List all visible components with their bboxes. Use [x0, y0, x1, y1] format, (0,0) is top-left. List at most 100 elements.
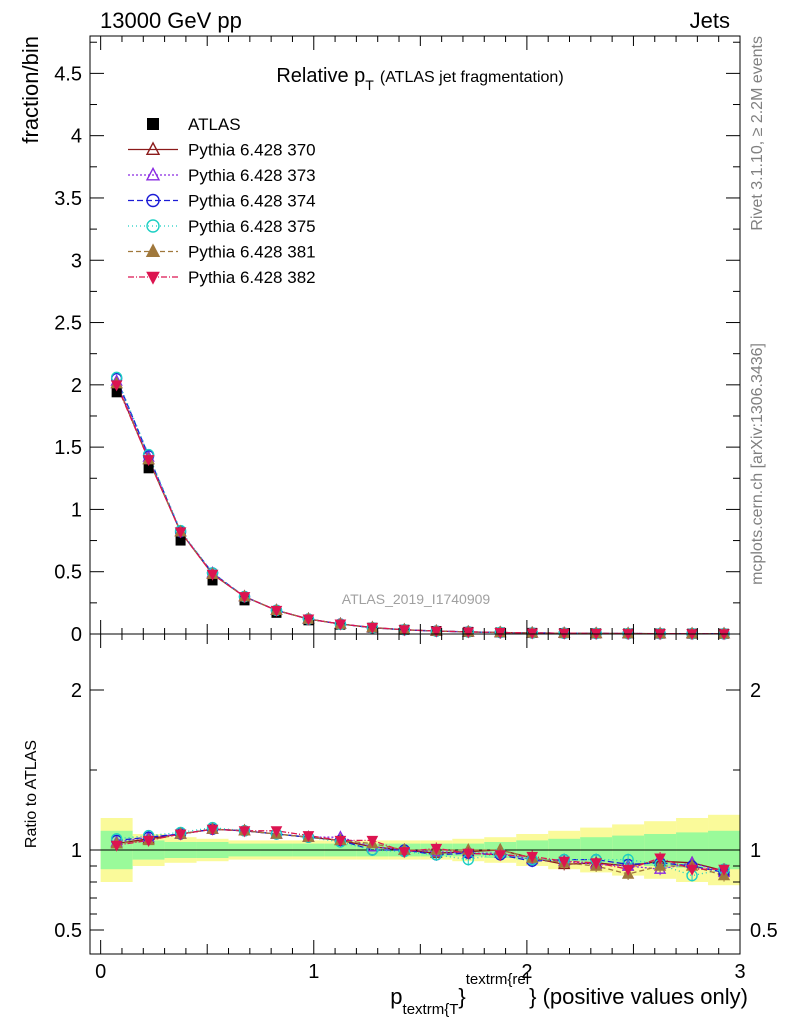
main-y-tick-label: 4: [71, 126, 82, 148]
ratio-point-p382: [174, 829, 187, 841]
x-axis-label-sub: textrm{T: [403, 1001, 459, 1018]
ratio-point-p382: [526, 851, 539, 863]
legend-label-p381: Pythia 6.428 381: [188, 243, 316, 262]
ratio-point-p382: [494, 850, 507, 862]
main-y-tick-label: 2: [71, 375, 82, 397]
chart-title-sub: T: [365, 77, 374, 93]
x-axis-label-main: p: [390, 984, 402, 1009]
mcplots-label: mcplots.cern.ch [arXiv:1306.3436]: [749, 343, 766, 585]
ratio-point-p382: [430, 843, 443, 855]
legend-marker-p370: [145, 141, 161, 156]
header-left: 13000 GeV pp: [100, 8, 242, 33]
main-y-tick-label: 1: [71, 499, 82, 521]
data-point-p382: [398, 625, 411, 637]
x-axis-label-rest: } (positive values only): [529, 984, 748, 1009]
ratio-point-p382: [270, 826, 283, 838]
data-point-p382: [174, 527, 187, 539]
ratio-y-tick-label-right: 0.5: [750, 920, 778, 942]
chart-title: Relative pT (ATLAS jet fragmentation): [276, 65, 563, 93]
ratio-point-p382: [334, 835, 347, 847]
rivet-label: Rivet 3.1.10, ≥ 2.2M events: [749, 36, 766, 231]
x-axis-label-sup: textrm{rel: [466, 971, 529, 988]
legend-marker-atlas: [147, 118, 159, 130]
main-y-axis: 0 0.5 1 1.5 2 2.5 3 3.5 4 4.5: [54, 41, 740, 646]
data-point-atlas: [175, 535, 186, 546]
data-point-p382: [142, 455, 155, 467]
data-point-p382: [270, 605, 283, 617]
data-point-p382: [110, 380, 123, 392]
legend-label-p373: Pythia 6.428 373: [188, 166, 316, 185]
data-point-p382: [366, 622, 379, 634]
legend-marker-p373: [145, 166, 161, 181]
ratio-y-tick-label: 2: [71, 680, 82, 702]
main-x-axis: [100, 36, 741, 634]
data-point-atlas: [111, 387, 122, 398]
legend-marker-p374: [146, 193, 160, 208]
legend-marker-p382: [146, 271, 160, 285]
x-axis-label: ptextrm{T}textrm{rel} (positive values o…: [390, 971, 748, 1018]
legend-label-p374: Pythia 6.428 374: [188, 192, 316, 211]
ratio-frame: [89, 633, 741, 955]
main-y-tick-label: 3.5: [54, 188, 82, 210]
x-tick-label: 1: [308, 961, 319, 983]
ratio-point-p382: [654, 853, 666, 865]
legend-label-p370: Pythia 6.428 370: [188, 141, 316, 160]
x-axis-label-close: }: [458, 984, 465, 1009]
watermark: ATLAS_2019_I1740909: [342, 591, 491, 607]
legend-label-atlas: ATLAS: [188, 115, 241, 134]
main-y-tick-label: 0.5: [54, 562, 82, 584]
ratio-point-p381: [653, 858, 667, 871]
ratio-y-axis: 0.5 0.5 1 1 2 2: [54, 680, 778, 942]
legend-label-p382: Pythia 6.428 382: [188, 268, 316, 287]
main-y-axis-label: fraction/bin: [18, 36, 43, 144]
ratio-uncertainty-bands: [90, 814, 740, 886]
data-point-p382: [718, 629, 730, 641]
ratio-y-tick-label-right: 1: [750, 840, 761, 862]
legend: ATLAS Pythia 6.428 370 Pythia 6.428 373 Pyt…: [128, 115, 316, 287]
legend-marker-p375: [146, 219, 160, 233]
ratio-point-p382: [462, 848, 475, 860]
data-point-p382: [238, 592, 251, 604]
x-tick-label: 0: [95, 961, 106, 983]
ratio-point-p382: [686, 864, 698, 876]
main-panel: 0 0.5 1 1.5 2 2.5 3 3.5 4 4.5 fraction/bin Relati…: [18, 35, 741, 646]
ratio-point-p382: [590, 858, 602, 870]
main-y-tick-label: 3: [71, 250, 82, 272]
x-tick-label: 3: [734, 961, 745, 983]
ratio-point-p382: [238, 826, 251, 838]
chart-title-rest: (ATLAS jet fragmentation): [380, 69, 564, 86]
ratio-point-p382: [398, 847, 411, 859]
legend-marker-p381: [145, 243, 161, 257]
data-point-atlas: [143, 463, 154, 474]
data-point-p382: [494, 628, 507, 640]
ratio-y-tick-label: 1: [71, 840, 82, 862]
legend-label-p375: Pythia 6.428 375: [188, 217, 316, 236]
ratio-point-p382: [302, 831, 315, 843]
ratio-line-p381: [116, 828, 725, 877]
ratio-point-p382: [622, 864, 634, 876]
ratio-point-p382: [206, 824, 219, 836]
chart-title-main: Relative p: [276, 65, 365, 87]
data-point-p382: [302, 614, 315, 626]
ratio-plot-area: [110, 821, 731, 882]
ratio-point-p382: [110, 840, 123, 852]
main-y-tick-label: 4.5: [54, 63, 82, 85]
ratio-point-p382: [142, 835, 155, 847]
ratio-point-p382: [366, 835, 379, 847]
data-point-p382: [206, 569, 219, 581]
main-y-tick-label: 0: [71, 624, 82, 646]
ratio-x-axis: 0 1 2 3: [95, 634, 746, 983]
main-y-tick-label: 1.5: [54, 437, 82, 459]
header-right: Jets: [690, 8, 730, 33]
ratio-point-p382: [718, 864, 730, 876]
main-y-tick-label: 2.5: [54, 313, 82, 335]
data-point-p382: [334, 619, 347, 631]
ratio-y-axis-label: Ratio to ATLAS: [23, 740, 40, 848]
ratio-panel: 0.5 0.5 1 1 2 2 0 1 2 3 Ratio to ATLAS ptextrm{T…: [23, 633, 778, 1018]
ratio-point-p382: [558, 856, 571, 868]
data-point-p382: [462, 627, 475, 639]
data-point-p382: [430, 626, 443, 638]
ratio-y-tick-label: 0.5: [54, 920, 82, 942]
x-tick-label: 2: [521, 961, 532, 983]
